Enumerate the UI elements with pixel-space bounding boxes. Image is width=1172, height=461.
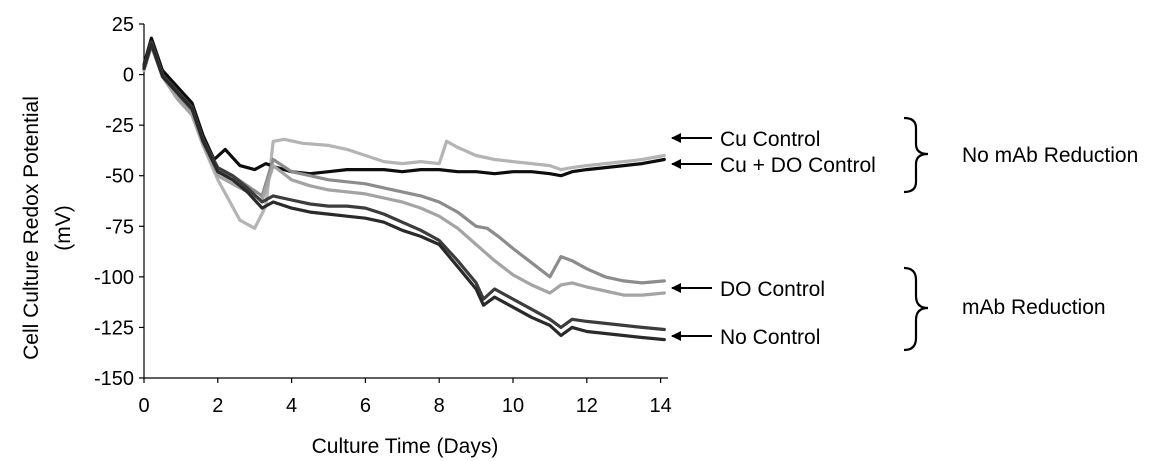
y-axis-title-line1: Cell Culture Redox Potential [20, 96, 43, 360]
y-axis-title-line2: (mV) [52, 205, 75, 251]
x-tick-label: 12 [576, 395, 598, 417]
x-axis-title: Culture Time (Days) [312, 435, 499, 458]
series-line-1 [142, 42, 666, 230]
x-tick-label: 10 [502, 395, 524, 417]
x-tick-label: 14 [649, 395, 671, 417]
x-tick-label: 0 [138, 395, 149, 417]
label-group-mab-reduction: mAb Reduction [962, 296, 1106, 319]
label-no-control: No Control [720, 326, 820, 349]
y-tick-label: 0 [123, 65, 134, 87]
brace-no-mab-reduction [903, 116, 929, 194]
y-tick-label: -125 [94, 317, 134, 339]
label-group-no-mab-reduction: No mAb Reduction [962, 144, 1138, 167]
y-tick-label: -25 [105, 115, 134, 137]
label-cu-control: Cu Control [720, 128, 820, 151]
y-tick-label: 25 [112, 14, 134, 36]
x-tick-label: 8 [434, 395, 445, 417]
x-tick-label: 4 [286, 395, 297, 417]
y-tick-label: -75 [105, 216, 134, 238]
y-ticks: 25 0 -25 -50 -75 -100 -125 -150 [94, 14, 144, 390]
brace-mab-reduction [903, 266, 929, 352]
y-tick-label: -150 [94, 368, 134, 390]
x-ticks: 0 2 4 6 8 10 12 14 [138, 378, 672, 417]
x-tick-label: 2 [212, 395, 223, 417]
series-line-2 [142, 36, 666, 178]
y-tick-label: -100 [94, 267, 134, 289]
series-group [142, 36, 666, 342]
y-tick-label: -50 [105, 166, 134, 188]
x-tick-label: 6 [360, 395, 371, 417]
label-cu-do-control: Cu + DO Control [720, 154, 876, 177]
label-do-control: DO Control [720, 278, 825, 301]
series-line-6 [142, 42, 666, 342]
